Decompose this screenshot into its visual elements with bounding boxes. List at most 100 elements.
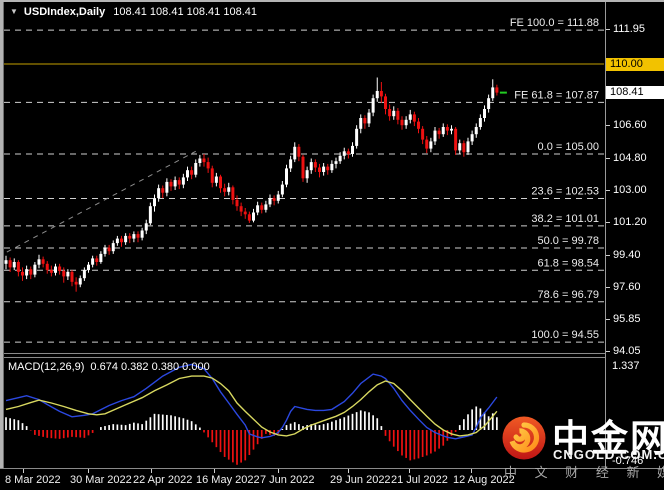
candle-up[interactable] — [165, 181, 169, 193]
candle-up[interactable] — [111, 243, 115, 252]
main-chart-pane[interactable]: FE 100.0 = 111.88 FE 61.8 = 107.87 0.0 = 1… — [0, 0, 606, 354]
candle-up[interactable] — [144, 223, 148, 231]
candle-up[interactable] — [132, 234, 136, 239]
candle-down[interactable] — [136, 234, 140, 238]
candle-down[interactable] — [363, 118, 367, 124]
candle-down[interactable] — [260, 205, 264, 210]
candle-down[interactable] — [128, 235, 132, 239]
candle-down[interactable] — [120, 238, 123, 243]
candle-down[interactable] — [29, 269, 33, 275]
candle-down[interactable] — [454, 128, 458, 151]
candle-down[interactable] — [297, 146, 301, 157]
candle-down[interactable] — [445, 127, 449, 131]
candle-up[interactable] — [309, 162, 313, 171]
candle-down[interactable] — [462, 143, 466, 153]
candle-up[interactable] — [153, 198, 156, 207]
candle-up[interactable] — [148, 206, 152, 224]
candle-down[interactable] — [95, 258, 99, 262]
candle-up[interactable] — [157, 188, 161, 199]
candle-down[interactable] — [421, 128, 425, 140]
candle-up[interactable] — [478, 118, 482, 127]
candle-down[interactable] — [313, 162, 317, 168]
candle-down[interactable] — [223, 188, 227, 192]
candle-up[interactable] — [491, 87, 495, 99]
candle-down[interactable] — [239, 206, 243, 212]
trend-line[interactable] — [6, 150, 196, 253]
candle-down[interactable] — [16, 262, 20, 272]
candle-down[interactable] — [412, 114, 416, 122]
candle-down[interactable] — [388, 109, 392, 117]
time-axis[interactable]: 8 Mar 2022 30 Mar 2022 22 Apr 2022 16 May 2… — [0, 468, 664, 490]
candle-up[interactable] — [305, 170, 309, 179]
candle-down[interactable] — [41, 259, 45, 264]
candle-up[interactable] — [429, 141, 433, 149]
candle-down[interactable] — [301, 156, 305, 179]
candle-down[interactable] — [58, 266, 62, 272]
candle-up[interactable] — [25, 269, 29, 276]
pane-separator[interactable] — [4, 357, 606, 358]
candle-up[interactable] — [408, 114, 412, 120]
candle-down[interactable] — [49, 270, 53, 273]
candle-down[interactable] — [107, 247, 111, 252]
candle-up[interactable] — [99, 253, 103, 262]
candle-down[interactable] — [437, 130, 441, 135]
candle-up[interactable] — [483, 109, 486, 118]
candle-up[interactable] — [322, 166, 326, 172]
candle-down[interactable] — [396, 110, 400, 120]
candle-down[interactable] — [272, 198, 276, 201]
candle-down[interactable] — [346, 151, 350, 154]
candle-up[interactable] — [280, 184, 284, 195]
candle-down[interactable] — [70, 271, 74, 282]
candle-down[interactable] — [190, 170, 194, 175]
candle-up[interactable] — [470, 134, 474, 142]
candle-up[interactable] — [264, 204, 268, 210]
candle-up[interactable] — [342, 151, 346, 156]
candle-down[interactable] — [161, 188, 165, 193]
candle-up[interactable] — [214, 176, 218, 183]
candle-down[interactable] — [231, 187, 235, 200]
candle-up[interactable] — [54, 266, 57, 273]
candle-up[interactable] — [289, 159, 293, 169]
candle-up[interactable] — [103, 247, 107, 254]
candle-up[interactable] — [66, 271, 70, 277]
candle-down[interactable] — [206, 162, 210, 169]
candle-up[interactable] — [181, 177, 185, 185]
candle-up[interactable] — [367, 112, 371, 124]
candle-up[interactable] — [371, 98, 375, 113]
candle-down[interactable] — [235, 199, 239, 207]
candle-up[interactable] — [33, 264, 37, 275]
candle-up[interactable] — [194, 163, 198, 175]
candle-down[interactable] — [495, 87, 499, 93]
candle-down[interactable] — [177, 180, 181, 185]
candle-down[interactable] — [326, 166, 330, 171]
candle-down[interactable] — [219, 176, 222, 189]
candle-up[interactable] — [458, 143, 462, 151]
candle-down[interactable] — [417, 121, 420, 129]
pane-separator[interactable] — [4, 353, 606, 354]
candle-up[interactable] — [78, 278, 82, 285]
candle-down[interactable] — [21, 271, 24, 276]
candle-up[interactable] — [441, 127, 445, 135]
candle-up[interactable] — [375, 91, 379, 99]
candle-up[interactable] — [227, 187, 231, 192]
candle-down[interactable] — [247, 214, 251, 221]
candle-down[interactable] — [45, 263, 49, 271]
candle-up[interactable] — [91, 258, 95, 265]
candle-down[interactable] — [379, 91, 383, 97]
candle-up[interactable] — [198, 158, 202, 164]
candle-up[interactable] — [4, 260, 8, 264]
candle-up[interactable] — [82, 270, 86, 279]
candle-down[interactable] — [202, 158, 206, 163]
candle-up[interactable] — [140, 230, 144, 238]
candle-up[interactable] — [256, 205, 260, 213]
candle-down[interactable] — [210, 168, 214, 183]
candle-down[interactable] — [243, 211, 247, 215]
candle-up[interactable] — [124, 235, 128, 243]
candle-up[interactable] — [487, 98, 491, 109]
candle-up[interactable] — [466, 141, 470, 153]
candle-up[interactable] — [474, 127, 478, 135]
candle-up[interactable] — [404, 119, 408, 126]
candle-up[interactable] — [173, 180, 177, 187]
candle-up[interactable] — [433, 130, 437, 142]
candle-up[interactable] — [359, 118, 363, 129]
